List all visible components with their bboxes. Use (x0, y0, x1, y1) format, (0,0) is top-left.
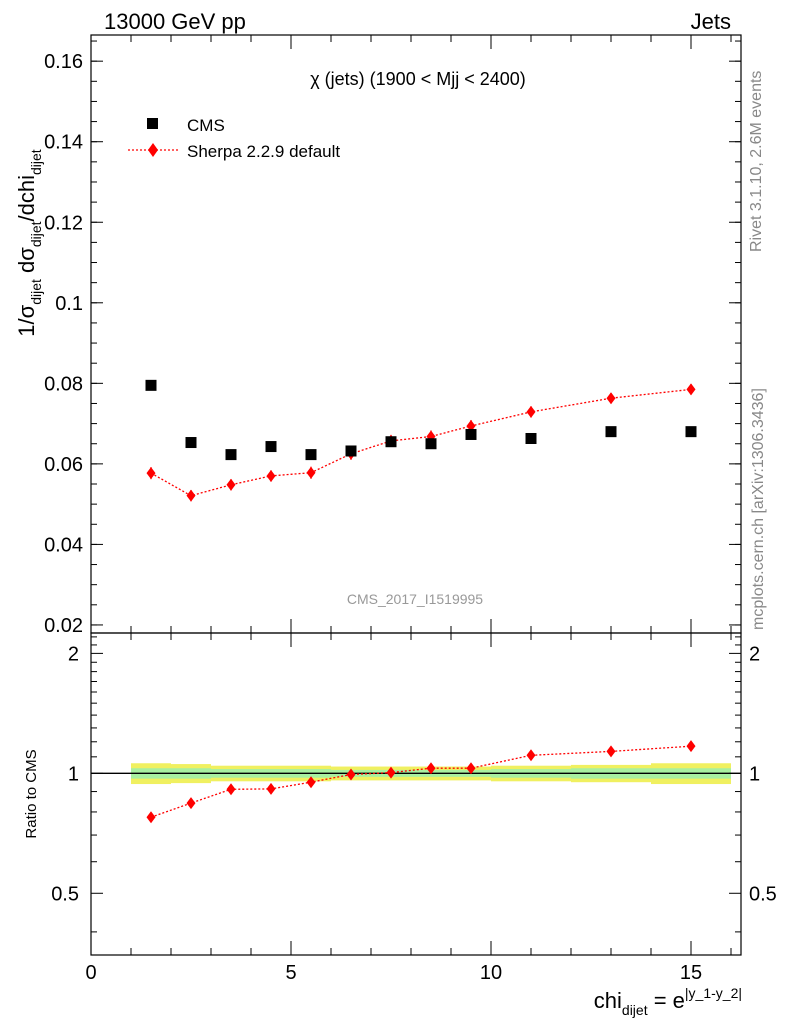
main-x-ticks (90, 35, 732, 633)
energy-label: 13000 GeV pp (104, 9, 246, 34)
x-axis-label: chidijet = e|y_1-y_2| (594, 985, 742, 1018)
ylabel-mid-sub: dijet (28, 221, 44, 247)
ratio-y-tick-label-right: 2 (749, 643, 760, 665)
ratio-sherpa-point (186, 797, 196, 810)
sherpa-point (266, 469, 276, 482)
main-y-tick-label: 0.08 (44, 373, 83, 395)
sherpa-point (226, 478, 236, 491)
sherpa-point (186, 489, 196, 502)
ylabel-slash: /dchi (14, 175, 39, 221)
ratio-y-tick-label-right: 1 (749, 763, 760, 785)
cms-point (465, 428, 477, 440)
cms-point (265, 441, 277, 453)
ratio-y-tick-label-right: 0.5 (749, 883, 777, 905)
cms-point (605, 426, 617, 438)
legend: CMS Sherpa 2.2.9 default (128, 116, 340, 161)
process-label: Jets (691, 9, 731, 34)
main-y-tick-label: 0.1 (55, 293, 83, 315)
main-y-axis-label: 1/σdijet dσdijet/dchidijet (14, 149, 44, 337)
ratio-panel: 0.5 0.5 1 1 2 2 0 5 10 15 Ratio to CMS chidijet … (23, 632, 777, 1018)
main-y-tick-label: 0.04 (44, 534, 83, 556)
x-tick-label: 5 (285, 962, 296, 984)
ratio-sherpa-point (686, 740, 696, 753)
main-y-tick-label: 0.16 (44, 51, 83, 73)
x-tick-label: 15 (680, 962, 702, 984)
ratio-y-tick-label: 2 (68, 643, 79, 665)
sherpa-point (146, 467, 156, 480)
mcplots-label: mcplots.cern.ch [arXiv:1306.3436] (750, 388, 767, 630)
xlabel-base: chi (594, 988, 622, 1013)
ratio-y-tick-label: 1 (68, 763, 79, 785)
cms-point (685, 426, 697, 438)
cms-point (385, 436, 397, 448)
sherpa-point (526, 405, 536, 418)
main-y-tick-label: 0.06 (44, 454, 83, 476)
ratio-series (91, 740, 741, 824)
ratio-sherpa-point (466, 762, 476, 775)
ratio-sherpa-point (346, 768, 356, 781)
ratio-sherpa-point (386, 766, 396, 779)
ratio-sherpa-point (266, 782, 276, 795)
legend-cms-label: CMS (187, 116, 225, 135)
rivet-label: Rivet 3.1.10, 2.6M events (748, 71, 765, 252)
cms-point (345, 445, 357, 457)
legend-sherpa-marker (148, 143, 158, 157)
ylabel-prefix-sub: dijet (28, 279, 44, 305)
plot-title: χ (jets) (1900 < Mjj < 2400) (310, 69, 526, 89)
ratio-sherpa-line (150, 745, 692, 818)
cms-point (225, 449, 237, 461)
x-tick-label: 10 (480, 962, 502, 984)
cms-point (305, 449, 317, 461)
ratio-sherpa-point (306, 776, 316, 789)
xlabel-eq: = e (648, 988, 685, 1013)
sherpa-line (150, 388, 692, 497)
cms-point (185, 437, 197, 449)
cms-point (425, 438, 437, 450)
ylabel-mid: dσ (14, 247, 39, 279)
cms-point (145, 379, 157, 391)
ratio-y-tick-label: 0.5 (51, 883, 79, 905)
ratio-frame (90, 632, 742, 956)
cms-point (525, 432, 537, 444)
sherpa-point (686, 383, 696, 396)
main-y-tick-label: 0.14 (44, 132, 83, 154)
ratio-sherpa-point (526, 749, 536, 762)
ratio-sherpa-point (606, 745, 616, 758)
xlabel-sub: dijet (622, 1002, 648, 1018)
main-y-ticks: 0.02 0.04 0.06 0.08 0.1 0.12 0.14 0.16 (44, 40, 741, 637)
analysis-watermark: CMS_2017_I1519995 (347, 591, 483, 607)
legend-sherpa-label: Sherpa 2.2.9 default (187, 142, 340, 161)
main-series (145, 379, 697, 502)
ratio-sherpa-point (426, 762, 436, 775)
main-panel: 0.02 0.04 0.06 0.08 0.1 0.12 0.14 0.16 χ (jets)… (14, 34, 742, 637)
main-y-tick-label: 0.12 (44, 212, 83, 234)
x-tick-label: 0 (85, 962, 96, 984)
sherpa-point (306, 466, 316, 479)
sherpa-point (606, 392, 616, 405)
ratio-sherpa-point (146, 811, 156, 824)
ylabel-suffix-sub: dijet (28, 149, 44, 175)
ratio-y-axis-label: Ratio to CMS (23, 749, 40, 838)
ratio-y-ticks: 0.5 0.5 1 1 2 2 (51, 636, 777, 933)
main-y-tick-label: 0.02 (44, 615, 83, 637)
ratio-x-ticks: 0 5 10 15 (85, 633, 732, 984)
legend-cms-marker (147, 118, 158, 129)
ratio-sherpa-point (226, 783, 236, 796)
xlabel-sup: |y_1-y_2| (685, 985, 742, 1001)
ylabel-prefix: 1/σ (14, 304, 39, 336)
